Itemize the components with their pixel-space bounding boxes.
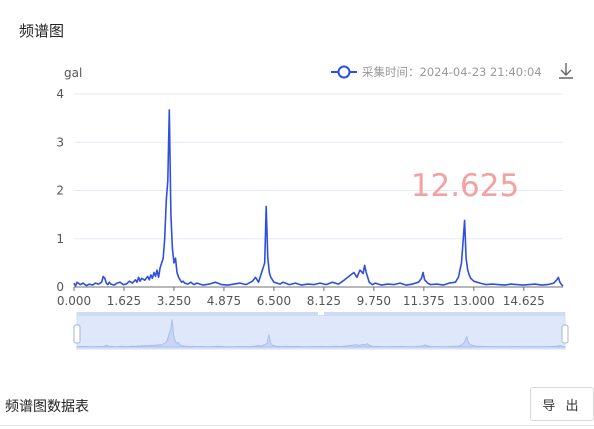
y-tick-label: 4 (56, 87, 64, 101)
spectrum-chart: gal 0 1 2 3 4 0.000 1.625 3.250 4.875 6.500 8.125 9.… (0, 55, 594, 365)
y-tick-label: 0 (56, 280, 64, 294)
page-title: 频谱图 (19, 22, 65, 40)
y-axis-label: gal (64, 66, 82, 80)
y-tick-label: 1 (56, 232, 64, 246)
table-section-title: 频谱图数据表 (5, 399, 89, 415)
x-tick-label: 4.875 (207, 294, 241, 308)
x-tick-label: 14.625 (503, 294, 545, 308)
x-tick-label: 9.750 (357, 294, 391, 308)
zoom-slider-window[interactable] (76, 312, 566, 350)
spectrum-chart-svg: gal 0 1 2 3 4 0.000 1.625 3.250 4.875 6.500 8.125 9.… (56, 63, 573, 350)
y-tick-label: 2 (56, 184, 64, 198)
y-tick-label: 3 (56, 135, 64, 149)
series-line (73, 109, 564, 287)
download-icon[interactable] (559, 63, 573, 79)
zoom-handle-left[interactable] (73, 324, 81, 344)
zoom-handle-right[interactable] (561, 324, 569, 344)
zoom-move-grip[interactable] (318, 312, 324, 315)
watermark-value: 12.625 (411, 168, 519, 204)
x-tick-label: 13.000 (453, 294, 495, 308)
x-tick-label: 3.250 (157, 294, 191, 308)
x-tick-label: 6.500 (257, 294, 291, 308)
x-tick-label: 11.375 (403, 294, 445, 308)
export-button[interactable]: 导 出 (530, 387, 594, 421)
legend-label: 采集时间：2024-04-23 21:40:04 (362, 65, 542, 79)
x-tick-label: 0.000 (57, 294, 91, 308)
x-tick-label: 8.125 (307, 294, 341, 308)
divider (0, 425, 594, 426)
zoom-mini-series (76, 319, 566, 348)
legend-marker (337, 65, 351, 79)
x-tick-label: 1.625 (107, 294, 141, 308)
